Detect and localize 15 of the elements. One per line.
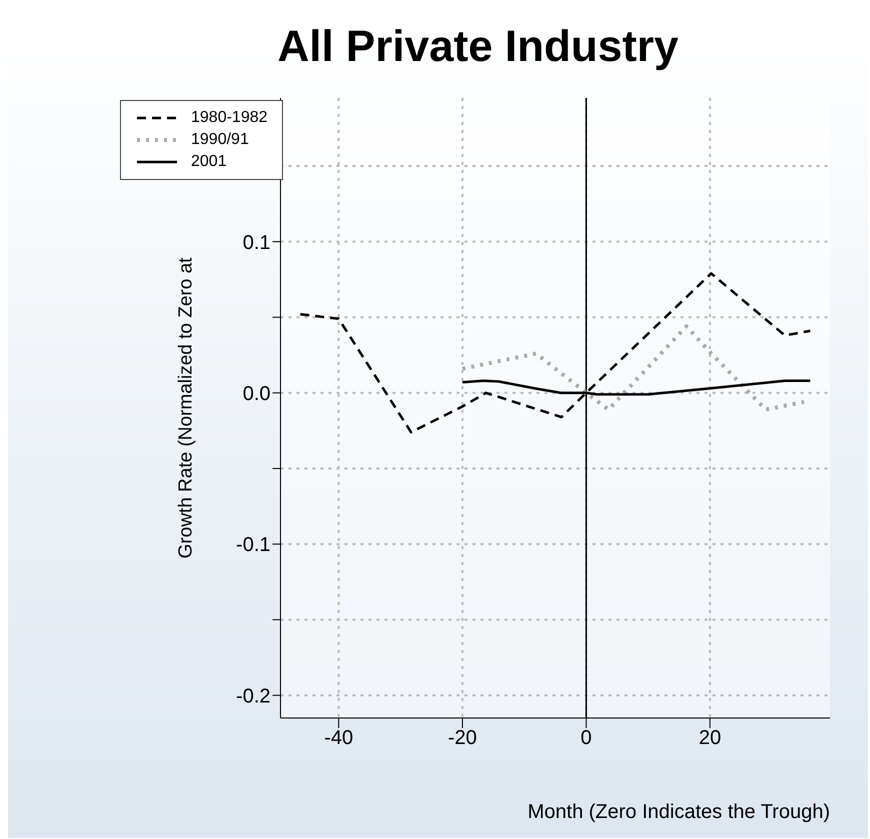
legend-label: 1990/91 bbox=[191, 131, 249, 149]
legend-label: 1980-1982 bbox=[191, 109, 268, 127]
y-axis-title: Growth Rate (Normalized to Zero at bbox=[175, 256, 196, 558]
y-tick-label: -0.2 bbox=[236, 685, 271, 708]
y-tick-label: -0.1 bbox=[236, 534, 271, 556]
chart-title: All Private Industry bbox=[276, 22, 680, 72]
x-axis-title: Month (Zero Indicates the Trough) bbox=[528, 801, 830, 823]
x-tick-label: 0 bbox=[580, 727, 592, 750]
x-tick-label: 20 bbox=[698, 727, 722, 750]
line-series bbox=[460, 324, 806, 412]
y-tick-label: 0.1 bbox=[242, 232, 271, 254]
x-tick-label: -20 bbox=[448, 727, 477, 750]
x-tick-label: -40 bbox=[324, 727, 354, 750]
y-tick-label: 0.0 bbox=[242, 382, 271, 405]
legend-label: 2001 bbox=[191, 153, 227, 171]
